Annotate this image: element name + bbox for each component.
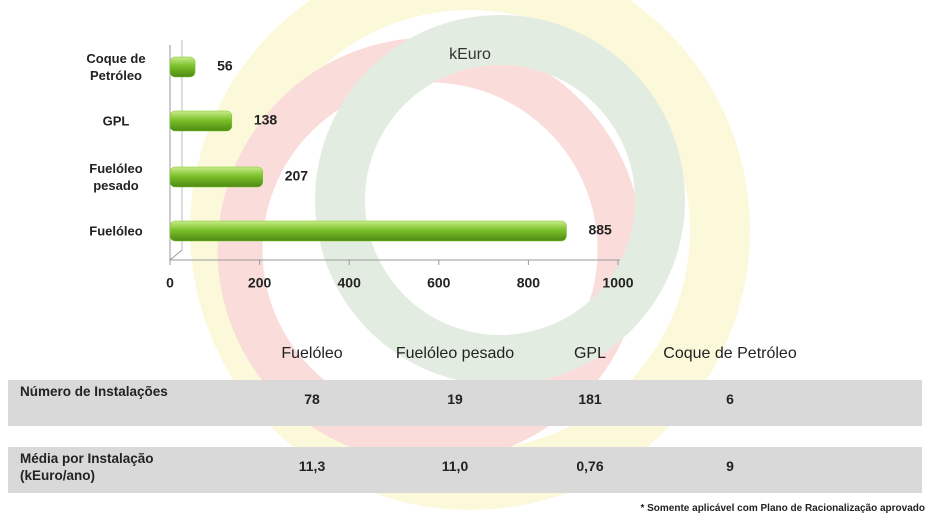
x-tick-label: 600 — [427, 275, 451, 291]
column-header: Coque de Petróleo — [645, 345, 815, 363]
table-cell: 11,0 — [385, 458, 525, 474]
unit-label: kEuro — [449, 46, 491, 63]
table-cell: 9 — [660, 458, 800, 474]
bar — [170, 57, 195, 77]
table-cell: 0,76 — [520, 458, 660, 474]
slide: kEuro 0 200 400 600 800 1000 56 138 207 885 * Som… — [0, 0, 931, 520]
table-cell: 6 — [660, 391, 800, 407]
value-label: 138 — [254, 112, 278, 128]
footnote: * Somente aplicável com Plano de Raciona… — [640, 503, 925, 514]
y-tick-label: Fuelóleo pesado — [74, 160, 158, 194]
value-label: 207 — [285, 168, 309, 184]
value-label: 885 — [588, 222, 612, 238]
y-tick-label: Fuelóleo — [74, 223, 158, 240]
bar — [170, 167, 263, 187]
x-tick-label: 400 — [338, 275, 362, 291]
x-tick-label: 200 — [248, 275, 272, 291]
x-tick-label: 800 — [517, 275, 541, 291]
table-cell: 181 — [520, 391, 660, 407]
table-cell: 11,3 — [242, 458, 382, 474]
x-tick-label: 0 — [166, 275, 174, 291]
y-tick-label: Coque de Petróleo — [74, 50, 158, 84]
axis-depth — [170, 250, 182, 260]
bar — [170, 111, 232, 131]
table-cell: 19 — [385, 391, 525, 407]
bar — [170, 221, 566, 241]
value-label: 56 — [217, 58, 233, 74]
row-label: Média por Instalação (kEuro/ano) — [20, 450, 210, 484]
row-label: Número de Instalações — [20, 383, 210, 400]
y-tick-label: GPL — [74, 113, 158, 130]
x-tick-label: 1000 — [602, 275, 633, 291]
table-cell: 78 — [242, 391, 382, 407]
